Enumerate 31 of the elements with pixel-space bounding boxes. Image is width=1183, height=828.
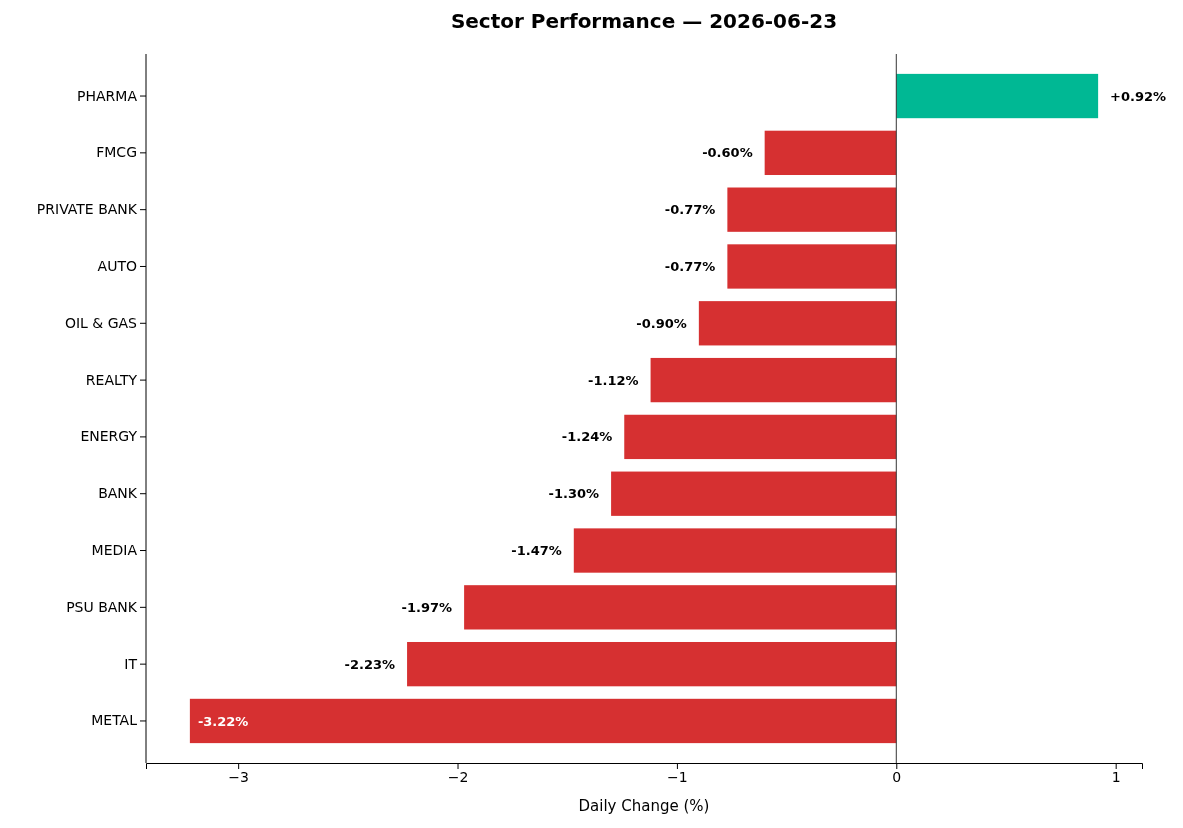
y-tick-label: PRIVATE BANK [36, 201, 138, 218]
data-label: -0.77% [664, 202, 716, 218]
data-label: -1.24% [561, 429, 613, 445]
data-label: -0.77% [664, 259, 716, 275]
y-tick-label: PHARMA [77, 87, 138, 104]
y-tick-label: REALTY [85, 371, 138, 388]
chart-title: Sector Performance — 2026-06-23 [450, 9, 838, 33]
data-label: +0.92% [1110, 88, 1167, 104]
x-axis-title: Daily Change (%) [578, 797, 710, 815]
y-tick-label: BANK [98, 485, 138, 502]
data-label: -1.30% [548, 486, 600, 502]
data-label: -3.22% [197, 713, 249, 729]
y-tick-label: IT [124, 655, 138, 672]
x-tick-label: 1 [1111, 768, 1121, 785]
y-tick-label: METAL [91, 712, 138, 729]
data-label: -2.23% [344, 656, 396, 672]
x-tick-label: −2 [447, 768, 469, 785]
y-tick-label: MEDIA [91, 542, 138, 559]
y-tick-label: ENERGY [80, 428, 138, 445]
y-tick-label: OIL & GAS [64, 314, 138, 331]
data-label: -0.90% [636, 315, 687, 331]
x-tick-label: −1 [667, 768, 688, 785]
data-label: -0.60% [702, 145, 753, 161]
x-tick-label: −3 [228, 768, 249, 785]
x-tick-label: 0 [892, 768, 902, 785]
y-tick-label: PSU BANK [66, 598, 138, 615]
data-label: -1.47% [511, 543, 562, 559]
y-tick-label: AUTO [97, 257, 137, 274]
y-tick-label: FMCG [96, 144, 137, 161]
data-label: -1.12% [588, 372, 639, 388]
data-label: -1.97% [401, 599, 453, 615]
